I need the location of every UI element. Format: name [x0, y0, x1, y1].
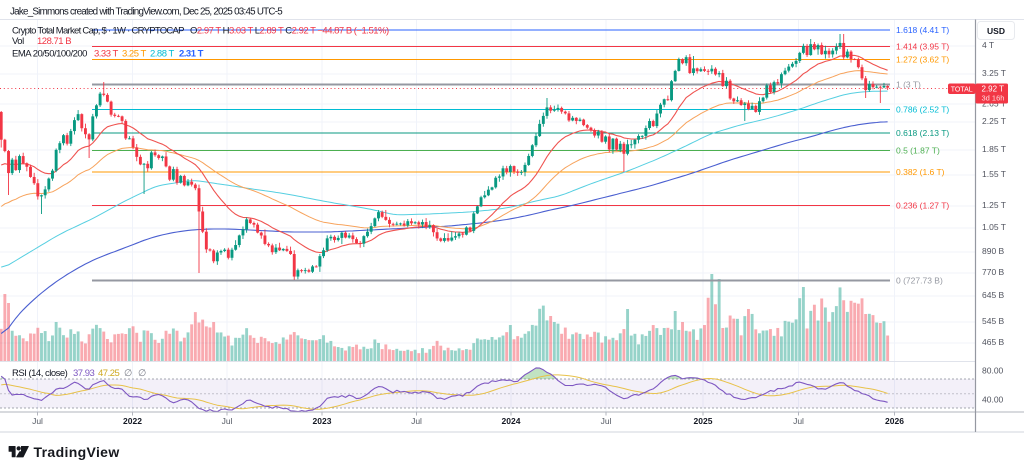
svg-text:0.382 (1.6 T): 0.382 (1.6 T)	[896, 167, 945, 177]
svg-text:0.5 (1.87 T): 0.5 (1.87 T)	[896, 146, 940, 156]
svg-text:3.25 T: 3.25 T	[982, 68, 1006, 78]
svg-text:Jul: Jul	[32, 416, 43, 426]
svg-text:0.786 (2.52 T): 0.786 (2.52 T)	[896, 105, 949, 115]
svg-text:2023: 2023	[313, 416, 332, 426]
svg-text:2024: 2024	[502, 416, 521, 426]
svg-text:TradingView: TradingView	[34, 444, 120, 460]
svg-text:2025: 2025	[694, 416, 713, 426]
svg-text:770 B: 770 B	[982, 267, 1005, 277]
svg-text:2.25 T: 2.25 T	[982, 116, 1006, 126]
svg-text:1.414 (3.95 T): 1.414 (3.95 T)	[896, 42, 949, 52]
svg-text:EMA 20/50/100/200 3.33 T3.25 T: EMA 20/50/100/200 3.33 T 3.25 T 2.88 T 2.31…	[12, 49, 204, 60]
svg-text:2026: 2026	[885, 416, 904, 426]
svg-text:2.92 T: 2.92 T	[982, 85, 1005, 94]
svg-text:TOTAL: TOTAL	[951, 87, 973, 94]
svg-text:465 B: 465 B	[982, 337, 1005, 347]
svg-text:0.236 (1.27 T): 0.236 (1.27 T)	[896, 201, 949, 211]
svg-text:Jul: Jul	[411, 416, 422, 426]
svg-text:1.618 (4.41 T): 1.618 (4.41 T)	[896, 25, 949, 35]
svg-text:Crypto Total Market Cap, $ · 1: Crypto Total Market Cap, $ · 1W · CRYPTO…	[12, 26, 389, 37]
svg-text:0 (727.73 B): 0 (727.73 B)	[896, 276, 943, 286]
svg-text:1.25 T: 1.25 T	[982, 200, 1006, 210]
svg-text:Jul: Jul	[601, 416, 612, 426]
svg-text:Jake_Simmons created with Trad: Jake_Simmons created with TradingView.co…	[10, 7, 283, 18]
svg-text:1.85 T: 1.85 T	[982, 144, 1006, 154]
svg-text:80.00: 80.00	[982, 366, 1004, 376]
svg-text:645 B: 645 B	[982, 290, 1005, 300]
svg-text:1.272 (3.62 T): 1.272 (3.62 T)	[896, 55, 949, 65]
svg-text:0.618 (2.13 T): 0.618 (2.13 T)	[896, 128, 949, 138]
svg-text:2022: 2022	[123, 416, 142, 426]
svg-text:Jul: Jul	[793, 416, 804, 426]
svg-text:1.55 T: 1.55 T	[982, 169, 1006, 179]
svg-text:40.00: 40.00	[982, 395, 1004, 405]
svg-text:890 B: 890 B	[982, 246, 1005, 256]
svg-text:3d 16h: 3d 16h	[982, 94, 1005, 103]
svg-text:4 T: 4 T	[982, 40, 994, 50]
svg-text:1 (3 T): 1 (3 T)	[896, 80, 921, 90]
svg-text:USD: USD	[987, 26, 1005, 36]
svg-text:545 B: 545 B	[982, 316, 1005, 326]
svg-text:1.05 T: 1.05 T	[982, 222, 1006, 232]
svg-text:Jul: Jul	[222, 416, 233, 426]
